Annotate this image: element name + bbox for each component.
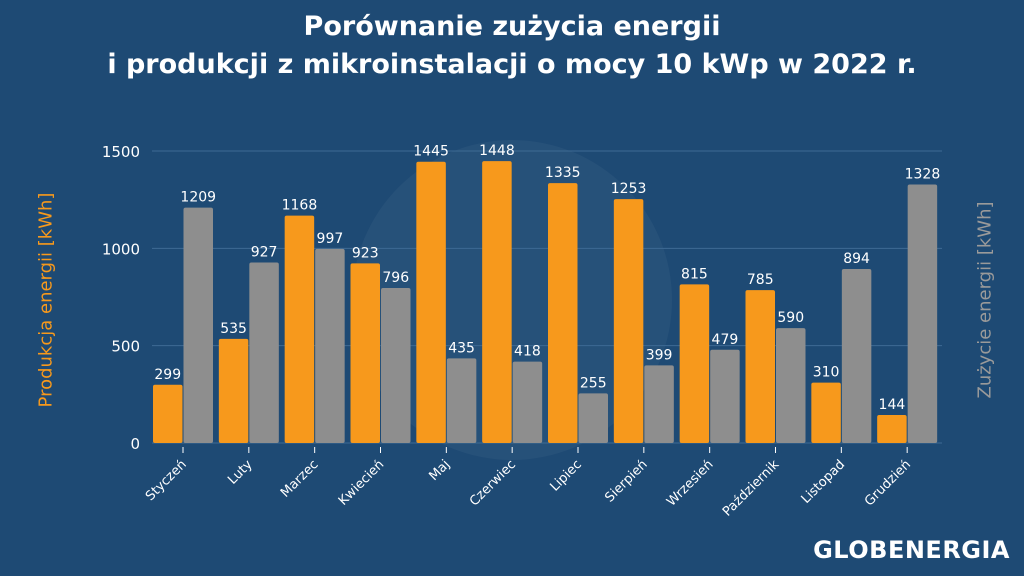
- data-label: 1445: [413, 144, 449, 160]
- data-label: 144: [879, 397, 906, 413]
- data-label: 1335: [545, 165, 581, 181]
- data-label: 535: [220, 321, 247, 337]
- consumption-bar: [512, 361, 543, 443]
- x-tick-label: Maj: [426, 457, 453, 484]
- x-tick-label: Czerwiec: [467, 457, 519, 509]
- y-tick-label: 1000: [102, 240, 140, 258]
- data-label: 1448: [479, 143, 515, 159]
- x-tick-label: Marzec: [278, 457, 321, 500]
- production-bar: [416, 161, 446, 443]
- x-tick-label: Kwiecień: [336, 457, 387, 508]
- production-bar: [482, 161, 512, 443]
- x-tick-label: Wrzesień: [664, 457, 716, 509]
- data-label: 1328: [905, 166, 941, 182]
- data-label: 299: [154, 367, 181, 383]
- x-tick-label: Styczeń: [143, 457, 190, 504]
- globenergia-logo: GLOBENERGIA: [813, 536, 1010, 564]
- title-line-1: Porównanie zużycia energii: [303, 11, 721, 42]
- consumption-bar: [710, 349, 740, 443]
- title-line-2: i produkcji z mikroinstalacji o mocy 10 …: [107, 49, 917, 80]
- data-label: 310: [813, 365, 840, 381]
- production-bar: [153, 384, 183, 443]
- consumption-bar: [381, 288, 411, 443]
- data-label: 418: [514, 344, 541, 360]
- x-tick-label: Listopad: [799, 457, 849, 507]
- production-bar: [218, 338, 249, 443]
- production-bar: [548, 183, 578, 443]
- data-label: 927: [251, 245, 278, 261]
- data-label: 815: [681, 266, 708, 282]
- consumption-bar: [776, 328, 806, 443]
- y-tick-label: 1500: [102, 143, 140, 161]
- data-label: 479: [712, 332, 739, 348]
- production-bar: [613, 199, 644, 443]
- data-label: 435: [448, 340, 475, 356]
- consumption-bar: [841, 268, 872, 443]
- data-label: 923: [352, 245, 379, 261]
- x-tick-label: Luty: [225, 457, 256, 488]
- consumption-bar: [578, 393, 608, 443]
- data-label: 894: [843, 251, 870, 267]
- y-tick-label: 0: [130, 435, 140, 453]
- data-label: 796: [382, 270, 409, 286]
- consumption-bar: [446, 358, 477, 443]
- data-label: 997: [317, 231, 344, 247]
- x-tick-label: Sierpień: [602, 457, 650, 505]
- chart-title: Porównanie zużycia energii i produkcji z…: [0, 8, 1024, 84]
- consumption-bar: [644, 365, 674, 443]
- x-tick-label: Grudzień: [862, 457, 914, 509]
- data-label: 255: [580, 375, 607, 391]
- data-label: 399: [646, 347, 673, 363]
- production-bar: [350, 263, 380, 443]
- production-bar: [811, 382, 841, 443]
- data-label: 785: [747, 272, 774, 288]
- production-bar: [877, 414, 907, 443]
- consumption-bar: [183, 207, 213, 443]
- data-label: 1209: [180, 190, 216, 206]
- production-bar: [284, 215, 315, 443]
- consumption-bar: [249, 262, 279, 443]
- data-label: 1168: [282, 198, 318, 214]
- consumption-bar: [907, 184, 938, 443]
- x-tick-label: Lipiec: [547, 457, 584, 494]
- data-label: 590: [777, 310, 804, 326]
- y-tick-label: 500: [111, 338, 140, 356]
- data-label: 1253: [611, 181, 647, 197]
- production-bar: [679, 284, 710, 443]
- production-bar: [745, 290, 775, 443]
- x-tick-label: Październik: [720, 457, 783, 520]
- consumption-bar: [315, 248, 345, 443]
